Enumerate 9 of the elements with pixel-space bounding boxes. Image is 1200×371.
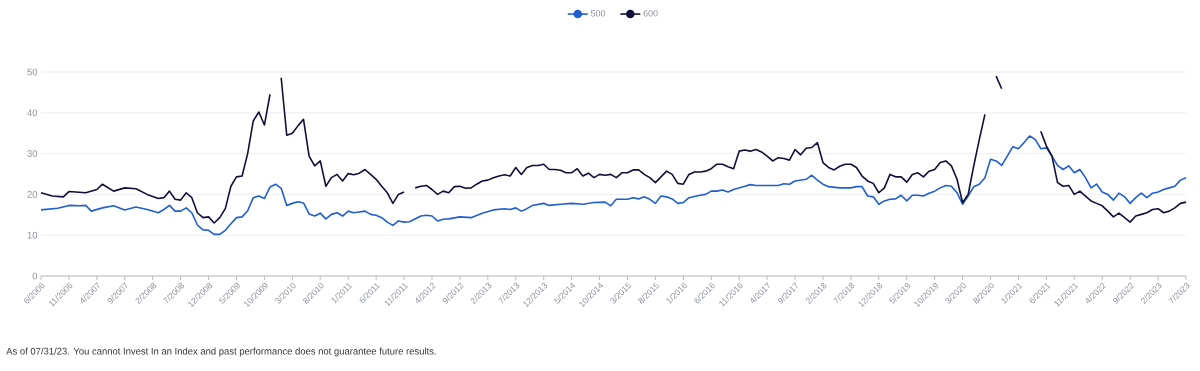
legend-label: 600 — [643, 10, 658, 17]
y-tick-label: 50 — [27, 68, 38, 76]
text: As of 07/31/23. You cannot Invest In an Index and past performance does not guarantee future results. — [6, 347, 436, 357]
y-tick-label: 0 — [32, 272, 38, 280]
legend-label: 500 — [590, 10, 606, 17]
y-tick-label: 20 — [27, 191, 38, 198]
y-tick-label: 10 — [27, 231, 38, 239]
y-tick-label: 30 — [27, 150, 38, 157]
y-tick-label: 40 — [27, 109, 38, 117]
